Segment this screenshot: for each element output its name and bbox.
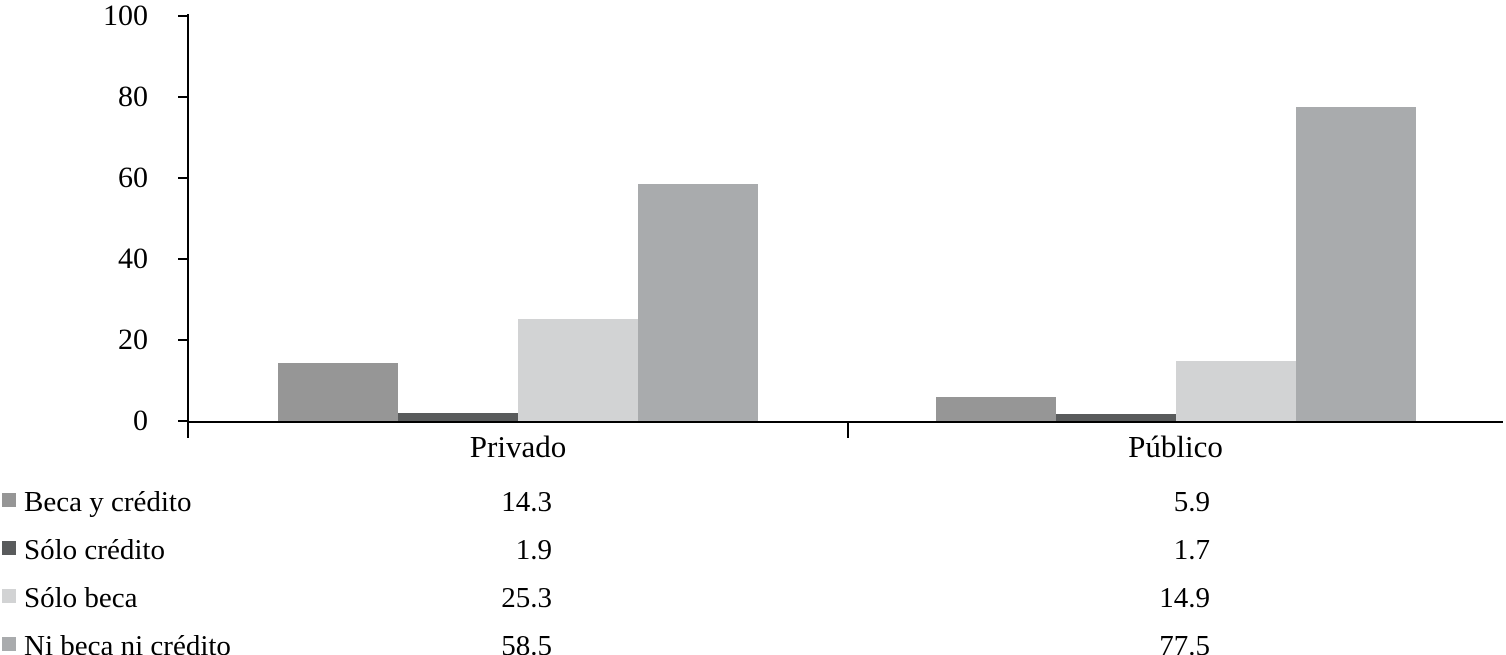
table-value-público-series-2: 14.9 bbox=[1159, 582, 1210, 614]
table-value-privado-series-0: 14.3 bbox=[501, 486, 552, 518]
y-axis-tick bbox=[178, 15, 187, 17]
legend-label-series-2: Sólo beca bbox=[24, 582, 138, 614]
legend-swatch-series-0 bbox=[2, 493, 16, 507]
legend-swatch-series-1 bbox=[2, 541, 16, 555]
bar-privado-series-2 bbox=[518, 319, 638, 421]
legend-label-series-3: Ni beca ni crédito bbox=[24, 630, 231, 655]
y-axis-tick-label: 100 bbox=[103, 0, 148, 32]
y-axis-tick-label: 20 bbox=[118, 323, 148, 356]
y-axis-tick-label: 0 bbox=[133, 404, 148, 437]
legend-swatch-series-3 bbox=[2, 637, 16, 651]
bar-privado-series-3 bbox=[638, 184, 758, 421]
bar-público-series-1 bbox=[1056, 414, 1176, 421]
y-axis-tick-label: 80 bbox=[118, 80, 148, 113]
category-label-público: Público bbox=[1128, 429, 1223, 464]
y-axis-tick-label: 60 bbox=[118, 161, 148, 194]
y-axis-line bbox=[187, 14, 189, 438]
x-axis-line bbox=[187, 421, 1503, 423]
y-axis-tick bbox=[178, 96, 187, 98]
category-label-privado: Privado bbox=[469, 429, 567, 464]
table-value-público-series-3: 77.5 bbox=[1159, 630, 1210, 655]
y-axis-tick bbox=[178, 420, 187, 422]
legend-label-series-1: Sólo crédito bbox=[24, 534, 165, 566]
table-value-público-series-1: 1.7 bbox=[1173, 534, 1210, 566]
legend-swatch-series-2 bbox=[2, 589, 16, 603]
legend-label-series-0: Beca y crédito bbox=[24, 486, 192, 518]
x-axis-divider-tick bbox=[847, 421, 849, 438]
bar-público-series-2 bbox=[1176, 361, 1296, 421]
y-axis-tick bbox=[178, 177, 187, 179]
bar-privado-series-1 bbox=[398, 413, 518, 421]
table-value-privado-series-1: 1.9 bbox=[515, 534, 552, 566]
table-value-público-series-0: 5.9 bbox=[1173, 486, 1210, 518]
table-value-privado-series-2: 25.3 bbox=[501, 582, 552, 614]
y-axis-tick-label: 40 bbox=[118, 242, 148, 275]
bar-público-series-0 bbox=[936, 397, 1056, 421]
bar-público-series-3 bbox=[1296, 107, 1416, 421]
table-value-privado-series-3: 58.5 bbox=[501, 630, 552, 655]
y-axis-tick bbox=[178, 339, 187, 341]
bar-privado-series-0 bbox=[278, 363, 398, 421]
y-axis-tick bbox=[178, 258, 187, 260]
